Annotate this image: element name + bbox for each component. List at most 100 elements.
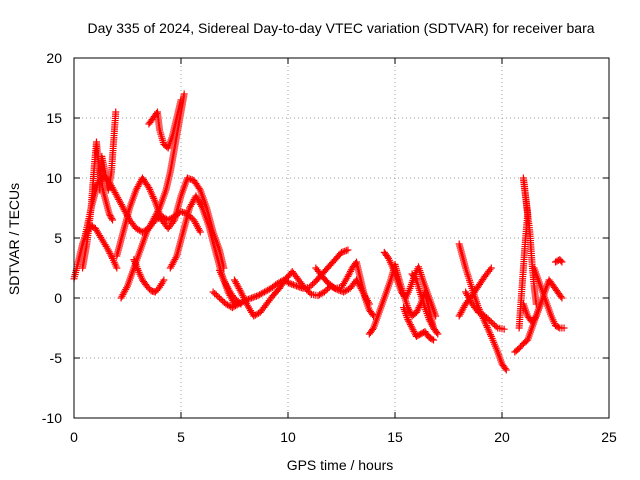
- data-point: [104, 246, 112, 254]
- data-point: [180, 90, 188, 98]
- data-point: [486, 317, 494, 324]
- series-arc-19: [455, 264, 495, 320]
- data-point: [554, 323, 562, 331]
- chart-title: Day 335 of 2024, Sidereal Day-to-day VTE…: [87, 20, 594, 36]
- data-point: [502, 366, 510, 374]
- data-point: [369, 311, 377, 318]
- x-tick-label: 5: [177, 429, 185, 445]
- data-point: [489, 320, 497, 327]
- data-point: [309, 280, 317, 288]
- data-point: [558, 258, 566, 266]
- data-point: [408, 324, 416, 332]
- y-tick-label: -10: [42, 410, 62, 426]
- data-point: [304, 287, 312, 295]
- data-point: [196, 228, 204, 236]
- data-point: [432, 312, 440, 320]
- data-point: [406, 321, 414, 329]
- data-point: [112, 108, 120, 116]
- data-point: [135, 226, 143, 234]
- data-point: [160, 276, 168, 284]
- data-point: [306, 289, 314, 297]
- series-arc-11: [231, 268, 373, 320]
- data-point: [484, 315, 492, 323]
- data-point: [410, 327, 418, 335]
- data-point: [169, 218, 177, 226]
- data-point: [105, 248, 113, 256]
- data-point: [322, 287, 330, 294]
- x-tick-label: 0: [70, 429, 78, 445]
- data-point: [301, 284, 309, 292]
- data-point: [346, 269, 354, 277]
- y-tick-label: 10: [46, 170, 62, 186]
- data-point: [558, 294, 566, 302]
- data-point: [487, 318, 495, 326]
- data-point: [320, 288, 328, 296]
- x-tick-label: 25: [601, 429, 617, 445]
- data-point: [430, 336, 438, 344]
- data-point: [557, 257, 565, 265]
- data-point: [500, 325, 508, 333]
- data-point: [237, 300, 245, 308]
- x-tick-label: 15: [387, 429, 403, 445]
- y-tick-label: 20: [46, 50, 62, 66]
- data-point: [486, 266, 494, 274]
- data-point: [346, 267, 354, 275]
- data-point: [106, 249, 114, 257]
- data-point: [212, 291, 220, 299]
- data-point: [491, 321, 499, 329]
- data-point: [412, 308, 420, 316]
- data-point: [211, 290, 219, 297]
- x-tick-label: 10: [280, 429, 296, 445]
- data-point: [501, 365, 509, 372]
- data-point: [225, 302, 233, 310]
- series-arc-25: [552, 256, 566, 266]
- data-point: [219, 297, 227, 305]
- series-arc-13: [312, 258, 378, 320]
- data-point: [108, 253, 116, 261]
- data-point: [324, 285, 332, 293]
- data-point: [425, 316, 433, 324]
- x-tick-label: 20: [494, 429, 510, 445]
- series-arc-8: [130, 256, 168, 296]
- data-point: [106, 212, 114, 219]
- series-arc-17: [408, 270, 442, 338]
- data-point: [235, 299, 243, 307]
- series-arc-23: [519, 276, 566, 326]
- data-point: [409, 326, 417, 334]
- data-point: [411, 275, 419, 282]
- data-point: [220, 276, 228, 284]
- data-point: [414, 305, 422, 313]
- data-point: [557, 293, 565, 300]
- series-arc-20: [462, 288, 508, 333]
- data-point: [236, 286, 244, 294]
- data-point: [195, 226, 203, 234]
- data-point: [344, 246, 352, 254]
- data-point: [195, 184, 203, 192]
- data-point: [107, 213, 115, 221]
- x-axis-label: GPS time / hours: [287, 457, 394, 473]
- y-axis-label: SDTVAR / TECUs: [6, 183, 22, 295]
- data-point: [214, 293, 222, 300]
- series-arc-7: [145, 96, 185, 152]
- data-point: [407, 322, 415, 330]
- data-point: [172, 254, 180, 262]
- y-tick-label: 5: [54, 230, 62, 246]
- data-point: [428, 335, 436, 343]
- series-arc-22: [515, 174, 540, 332]
- data-point: [560, 324, 568, 332]
- data-point: [109, 216, 117, 224]
- data-points: [70, 90, 568, 374]
- data-point: [434, 330, 442, 338]
- data-point: [285, 279, 293, 287]
- y-tick-label: 15: [46, 110, 62, 126]
- data-point: [303, 286, 311, 294]
- data-point: [105, 210, 113, 218]
- data-point: [209, 288, 217, 296]
- series-arc-16: [400, 304, 438, 344]
- series-arc-18: [455, 240, 510, 374]
- data-point: [413, 307, 421, 315]
- data-point: [197, 202, 205, 210]
- series-arc-12: [216, 266, 245, 308]
- data-point: [426, 317, 434, 325]
